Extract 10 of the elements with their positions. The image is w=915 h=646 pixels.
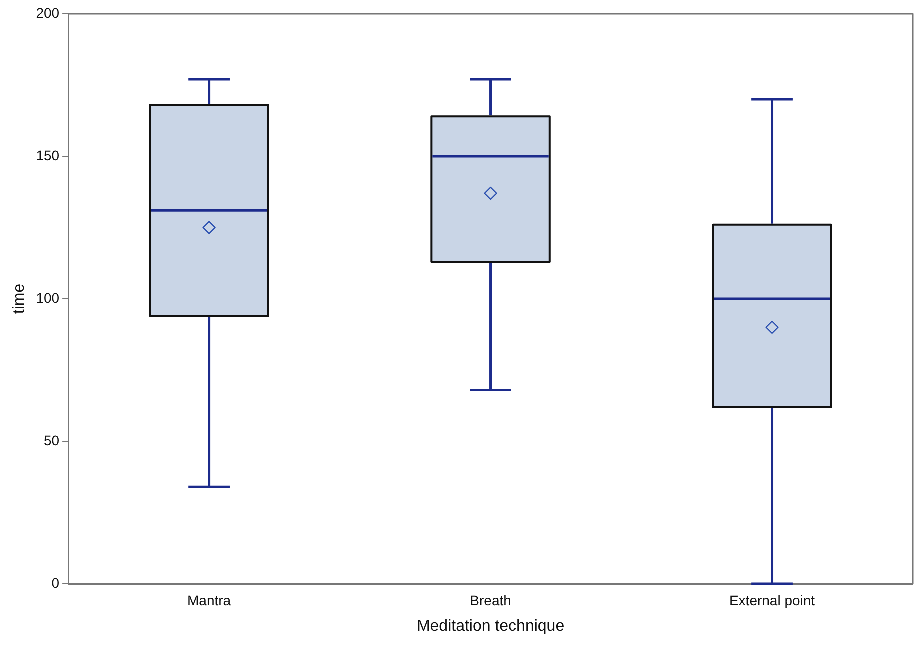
x-tick-label: Breath (470, 592, 512, 608)
y-tick-label: 50 (44, 432, 60, 448)
y-tick-label: 100 (36, 290, 60, 306)
x-tick-label: Mantra (188, 592, 232, 608)
y-tick-label: 0 (52, 574, 60, 591)
y-axis-title: time (11, 284, 28, 314)
y-tick-label: 150 (36, 147, 60, 164)
y-tick-label: 200 (36, 4, 60, 21)
x-axis-title: Meditation technique (416, 618, 565, 635)
x-tick-label: External point (729, 592, 816, 608)
